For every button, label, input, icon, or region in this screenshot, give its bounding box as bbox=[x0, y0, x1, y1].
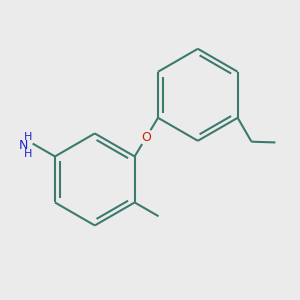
Text: N: N bbox=[19, 139, 28, 152]
Text: O: O bbox=[141, 130, 151, 144]
Text: H: H bbox=[24, 132, 32, 142]
Text: H: H bbox=[24, 149, 32, 159]
